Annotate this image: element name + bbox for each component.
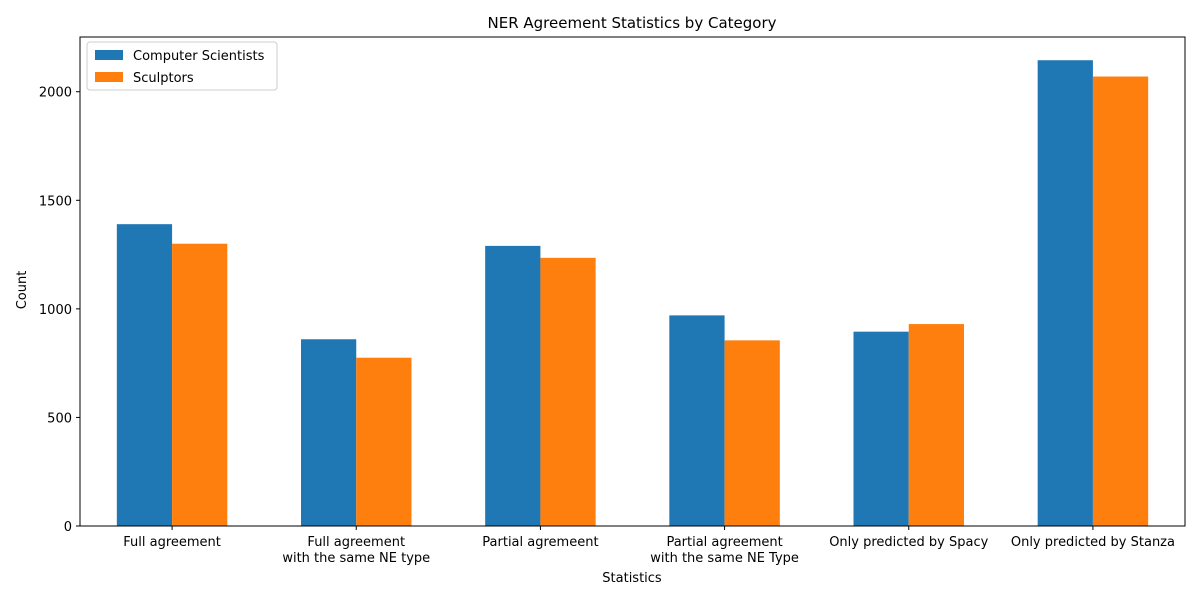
x-tick-label-line: Only predicted by Spacy [829,535,988,550]
bar-series2-0 [172,243,228,526]
x-tick-label-line: Partial agreement [666,535,782,550]
y-tick-label: 1500 [39,194,72,209]
x-tick-label: Partial agreement with the same NE Type [650,535,799,566]
bar-series2-4 [908,324,964,526]
x-axis-title: Statistics [602,571,662,586]
x-tick-label: Only predicted by Spacy [829,535,988,550]
bar-series2-3 [724,340,780,526]
x-tick-label-line: with the same NE Type [650,551,799,566]
chart-title: NER Agreement Statistics by Category [488,14,777,32]
x-tick-label-line: Full agreement [307,535,405,550]
x-tick-label-line: Only predicted by Stanza [1011,535,1175,550]
legend: Computer Scientists Sculptors [86,41,278,91]
bar-series1-4 [853,331,909,526]
x-tick-label: Only predicted by Stanza [1011,535,1175,550]
legend-label: Computer Scientists [133,49,265,64]
y-tick-label: 0 [64,520,72,535]
bar-series2-2 [540,257,596,526]
y-tick-label: 500 [47,411,72,426]
bar-series1-2 [485,245,541,527]
y-tick-label: 1000 [39,303,72,318]
x-tick-label: Full agreement with the same NE type [282,535,430,566]
legend-swatch [95,50,123,60]
y-axis-title: Count [15,271,30,310]
bar-series1-5 [1037,60,1093,527]
bar-series2-1 [356,357,412,526]
legend-swatch [95,72,123,82]
legend-box [86,41,278,91]
x-tick-label: Partial agremeent [482,535,598,550]
plot-frame [79,36,1186,527]
legend-label: Sculptors [133,71,194,86]
x-tick-label-line: Partial agremeent [482,535,598,550]
x-tick-label-line: Full agreement [123,535,221,550]
bar-series1-0 [116,224,173,526]
y-tick-label: 2000 [39,86,72,101]
x-tick-label-line: with the same NE type [282,551,430,566]
bar-series1-1 [301,339,357,526]
bar-series1-3 [669,315,725,526]
x-tick-label: Full agreement [123,535,221,550]
bar-series2-5 [1092,76,1149,527]
